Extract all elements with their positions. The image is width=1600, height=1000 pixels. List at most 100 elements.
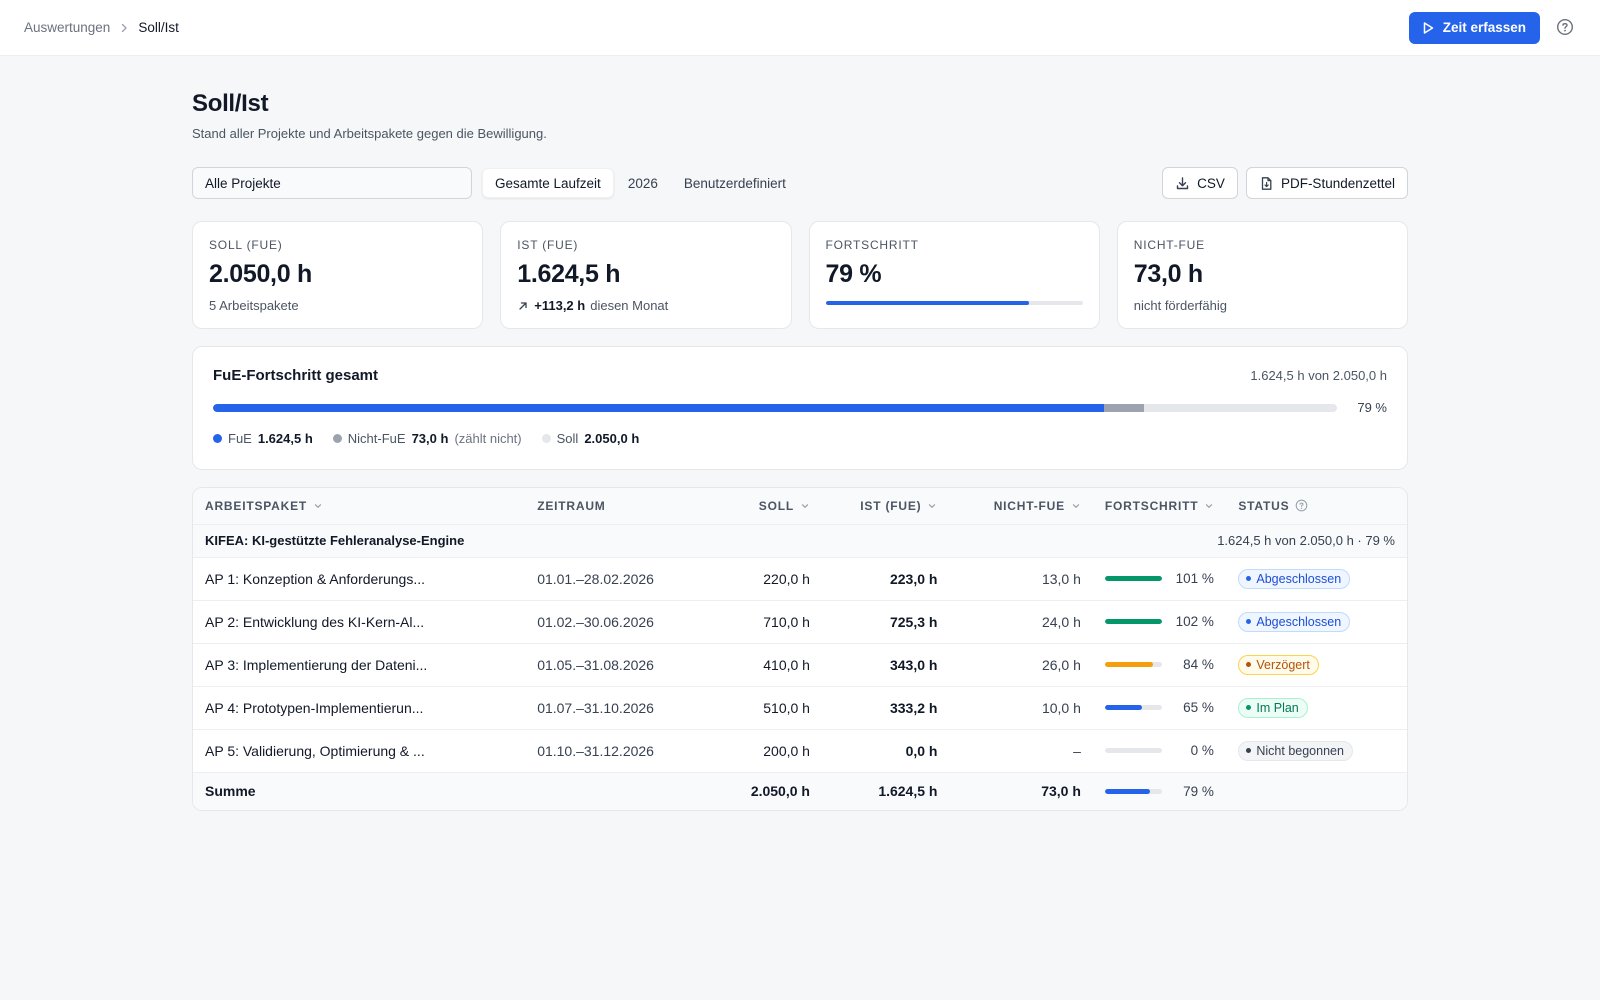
status-dot	[1246, 619, 1252, 625]
period-option-custom[interactable]: Benutzerdefiniert	[683, 175, 786, 191]
csv-export-button[interactable]: CSV	[1162, 167, 1238, 199]
progress-legend: FuE 1.624,5 h Nicht-FuE 73,0 h (zählt ni…	[213, 431, 1387, 446]
project-group-name: KIFEA: KI-gestützte Fehleranalyse-Engine	[193, 524, 950, 558]
kpi-sub: 5 Arbeitspakete	[209, 298, 299, 313]
period-option-2026[interactable]: 2026	[627, 175, 658, 191]
status-cell: Abgeschlossen	[1226, 600, 1407, 644]
progress-percent: 79 %	[1183, 783, 1214, 799]
column-header-label: Status	[1238, 498, 1290, 513]
progress-percent: 101 %	[1175, 571, 1214, 586]
legend-item-fue: FuE 1.624,5 h	[213, 431, 313, 446]
soll-value: 220,0 h	[694, 557, 822, 601]
column-header-soll[interactable]: Soll	[694, 488, 822, 525]
mini-progress-fill	[1104, 619, 1162, 624]
project-group-row: KIFEA: KI-gestützte Fehleranalyse-Engine…	[193, 524, 1407, 558]
total-label: Summe	[193, 772, 526, 810]
progress-cell: 101 %	[1092, 557, 1227, 601]
status-dot	[1246, 705, 1252, 711]
breadcrumb-link-auswertungen[interactable]: Auswertungen	[24, 20, 111, 35]
column-header-status: Status	[1226, 488, 1407, 525]
mini-progress-fill	[1104, 705, 1142, 710]
column-header-zeitraum: Zeitraum	[525, 488, 695, 525]
legend-dot-nichtfue	[332, 434, 342, 443]
progress-cell: 79 %	[1092, 772, 1227, 810]
period-option-gesamt[interactable]: Gesamte Laufzeit	[482, 168, 614, 198]
legend-item-soll: Soll 2.050,0 h	[541, 431, 640, 446]
status-dot	[1246, 576, 1252, 582]
overall-progress-title: FuE-Fortschritt gesamt	[213, 367, 379, 384]
status-dot	[1246, 662, 1252, 668]
mini-progress-bar	[1104, 705, 1162, 710]
project-select[interactable]: Alle Projekte	[192, 167, 472, 199]
legend-value: 2.050,0 h	[584, 431, 640, 446]
arrow-up-right-icon	[517, 300, 529, 312]
column-header-nichtfue[interactable]: Nicht-FuE	[949, 488, 1093, 525]
progress-percent: 0 %	[1190, 743, 1214, 758]
top-bar: Auswertungen Soll/Ist Zeit erfassen	[0, 0, 1600, 56]
mini-progress-bar	[1104, 788, 1162, 794]
legend-value: 1.624,5 h	[257, 431, 313, 446]
column-header-ist[interactable]: Ist (FuE)	[821, 488, 950, 525]
progress-percent: 65 %	[1183, 700, 1214, 715]
kpi-sub: +113,2 h diesen Monat	[517, 298, 774, 313]
help-icon[interactable]	[1556, 18, 1576, 38]
kpi-value: 2.050,0 h	[209, 260, 312, 288]
breadcrumb: Auswertungen Soll/Ist	[24, 20, 179, 35]
work-package-name[interactable]: AP 2: Entwicklung des KI-Kern-Al...	[193, 600, 526, 644]
chevron-down-icon	[313, 501, 323, 511]
table-header-row: Arbeitspaket Zeitraum Soll Ist (FuE)	[193, 488, 1407, 525]
pdf-export-button[interactable]: PDF-Stundenzettel	[1245, 167, 1408, 199]
total-nichtfue: 73,0 h	[949, 772, 1093, 810]
column-header-label: Ist (FuE)	[860, 498, 922, 513]
work-package-name[interactable]: AP 3: Implementierung der Dateni...	[193, 643, 526, 687]
legend-label: FuE	[228, 431, 252, 446]
status-label: Verzögert	[1256, 657, 1310, 672]
status-badge: Nicht begonnen	[1238, 740, 1353, 761]
table-row[interactable]: AP 3: Implementierung der Dateni... 01.05…	[193, 643, 1407, 687]
column-header-arbeitspaket[interactable]: Arbeitspaket	[193, 488, 526, 525]
legend-item-nichtfue: Nicht-FuE 73,0 h (zählt nicht)	[332, 431, 522, 446]
work-package-name[interactable]: AP 1: Konzeption & Anforderungs...	[193, 557, 526, 601]
status-label: Im Plan	[1256, 700, 1299, 715]
column-header-fortschritt[interactable]: Fortschritt	[1092, 488, 1227, 525]
main-content: Soll/Ist Stand aller Projekte und Arbeit…	[192, 56, 1408, 811]
work-package-period: 01.10.–31.12.2026	[525, 729, 695, 773]
chevron-down-icon	[927, 501, 937, 511]
table-row[interactable]: AP 4: Prototypen-Implementierun... 01.07.…	[193, 686, 1407, 730]
kpi-label: Nicht-FuE	[1133, 238, 1205, 252]
ist-value: 223,0 h	[821, 557, 950, 601]
mini-progress-fill	[1104, 788, 1150, 794]
mini-progress-bar	[1104, 576, 1162, 581]
work-package-table: Arbeitspaket Zeitraum Soll Ist (FuE)	[192, 487, 1408, 811]
chevron-down-icon	[1071, 501, 1081, 511]
work-package-name[interactable]: AP 4: Prototypen-Implementierun...	[193, 686, 526, 730]
progress-cell: 102 %	[1092, 600, 1227, 644]
work-package-period: 01.07.–31.10.2026	[525, 686, 695, 730]
status-cell: Nicht begonnen	[1226, 729, 1407, 773]
progress-segment-fue	[213, 403, 1104, 412]
page-subtitle: Stand aller Projekte und Arbeitspakete g…	[192, 126, 547, 141]
work-package-name[interactable]: AP 5: Validierung, Optimierung & ...	[193, 729, 526, 773]
status-label: Abgeschlossen	[1256, 571, 1342, 586]
kpi-value: 79 %	[825, 260, 882, 288]
soll-value: 410,0 h	[694, 643, 822, 687]
kpi-label: Soll (FuE)	[209, 238, 283, 252]
pdf-label: PDF-Stundenzettel	[1280, 175, 1395, 191]
table-row[interactable]: AP 1: Konzeption & Anforderungs... 01.01.…	[193, 557, 1407, 601]
column-header-label: Fortschritt	[1104, 498, 1199, 513]
mini-progress-fill	[1104, 576, 1162, 581]
column-header-label: Arbeitspaket	[205, 498, 308, 513]
nichtfue-value: 26,0 h	[949, 643, 1093, 687]
ist-value: 333,2 h	[821, 686, 950, 730]
soll-value: 200,0 h	[694, 729, 822, 773]
kpi-value: 1.624,5 h	[517, 260, 621, 288]
kpi-card-ist: Ist (FuE) 1.624,5 h +113,2 h diesen Mona…	[500, 221, 792, 329]
total-status-empty	[1226, 772, 1407, 810]
table-row[interactable]: AP 5: Validierung, Optimierung & ... 01.1…	[193, 729, 1407, 773]
column-header-label: Nicht-FuE	[993, 498, 1065, 513]
chevron-right-icon	[118, 22, 130, 34]
table-row[interactable]: AP 2: Entwicklung des KI-Kern-Al... 01.02…	[193, 600, 1407, 644]
play-icon	[1421, 21, 1435, 35]
help-icon[interactable]	[1295, 499, 1308, 512]
zeit-erfassen-button[interactable]: Zeit erfassen	[1408, 11, 1540, 44]
